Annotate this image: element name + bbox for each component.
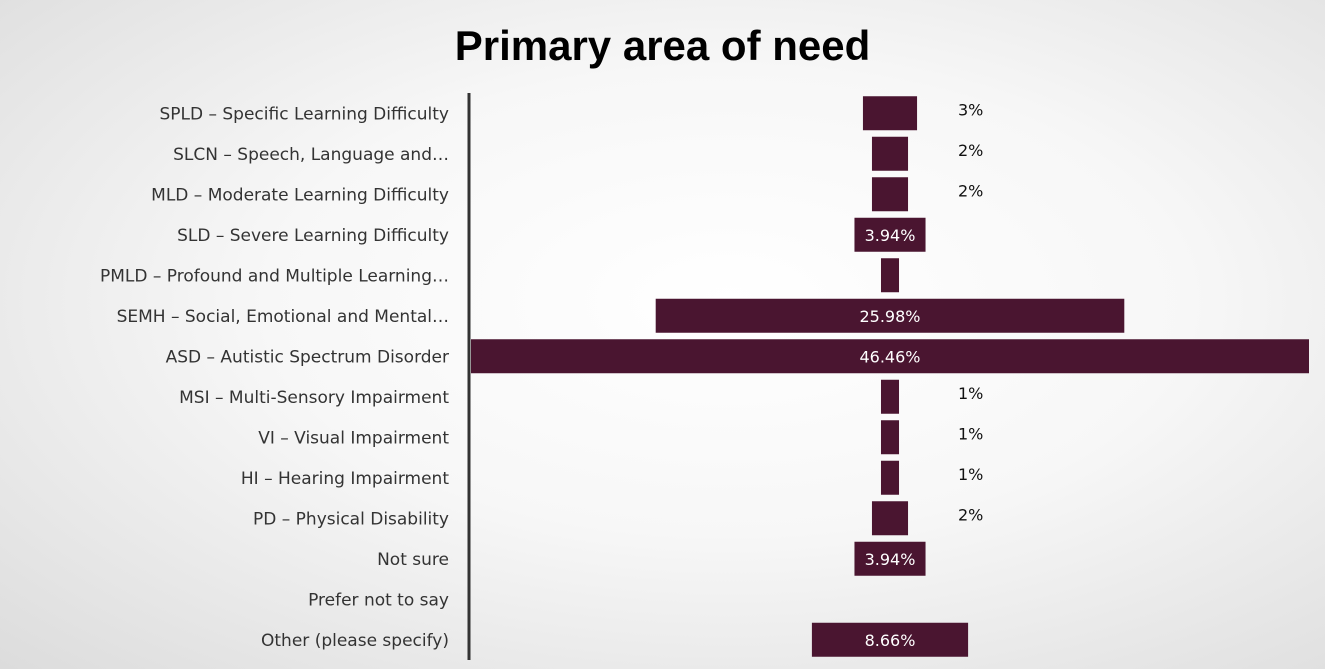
- category-label: SLD – Severe Learning Difficulty: [177, 226, 449, 246]
- category-label: SEMH – Social, Emotional and Mental…: [117, 307, 449, 327]
- bar: [880, 460, 900, 495]
- data-label: 46.46%: [859, 347, 920, 366]
- data-label: 3.94%: [865, 550, 916, 569]
- data-label: 25.98%: [859, 307, 920, 326]
- bar: [471, 339, 1309, 374]
- bar: [871, 177, 909, 212]
- bar: [854, 217, 926, 252]
- data-label: 2%: [958, 181, 983, 200]
- category-label: SPLD – Specific Learning Difficulty: [159, 104, 449, 124]
- category-label: PMLD – Profound and Multiple Learning…: [100, 266, 449, 286]
- bar: [871, 136, 909, 171]
- data-label: 1%: [958, 424, 983, 443]
- data-label: 3%: [958, 100, 983, 119]
- bar: [854, 541, 926, 576]
- category-label: HI – Hearing Impairment: [241, 469, 449, 489]
- bar: [880, 420, 900, 455]
- bar: [871, 501, 909, 536]
- chart-title: Primary area of need: [454, 22, 871, 69]
- category-label: SLCN – Speech, Language and…: [173, 145, 449, 165]
- bar: [880, 379, 900, 414]
- data-label: 2%: [958, 141, 983, 160]
- bar: [862, 96, 918, 131]
- data-label: 2%: [958, 505, 983, 524]
- category-label: Other (please specify): [261, 631, 449, 651]
- bar: [880, 258, 900, 293]
- category-label: VI – Visual Impairment: [258, 428, 449, 448]
- category-label: MSI – Multi-Sensory Impairment: [179, 388, 449, 408]
- data-label: 8.66%: [865, 631, 916, 650]
- category-label: Not sure: [377, 550, 449, 570]
- category-label: ASD – Autistic Spectrum Disorder: [166, 347, 449, 367]
- bar: [655, 298, 1125, 333]
- data-label: 1%: [958, 384, 983, 403]
- category-label: PD – Physical Disability: [253, 509, 449, 529]
- category-label: Prefer not to say: [308, 590, 449, 610]
- bar: [811, 622, 969, 657]
- category-label: MLD – Moderate Learning Difficulty: [151, 185, 449, 205]
- data-label: 1%: [958, 465, 983, 484]
- data-label: 3.94%: [865, 226, 916, 245]
